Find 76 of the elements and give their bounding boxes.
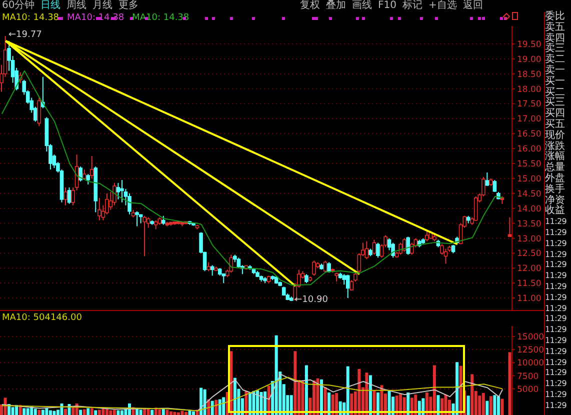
text: 11:29 — [545, 325, 567, 336]
y-tick-label: 17.50 — [517, 100, 542, 110]
y-tick-label: 14.50 — [517, 189, 542, 200]
text: 11:29 — [545, 292, 567, 304]
y-tick-label: 10000 — [517, 358, 544, 369]
text: 11:29 — [545, 314, 567, 326]
text: 买五 — [545, 118, 565, 130]
y-tick-label: 12.50 — [517, 249, 542, 260]
text: 净资 — [545, 194, 565, 206]
text: 11:29 — [545, 228, 567, 239]
text: MA10: 504146.00 — [2, 313, 82, 323]
text: 11:29 — [545, 390, 567, 401]
y-tick-label: 19.50 — [517, 40, 542, 50]
text: 买一 — [545, 76, 565, 87]
text: 涨跌 — [545, 140, 565, 152]
text: 卖三 — [545, 43, 565, 54]
text: 11:29 — [545, 346, 567, 358]
text: 返回 — [462, 0, 483, 12]
text: 总量 — [545, 162, 565, 174]
text: 月线 — [92, 0, 113, 12]
y-tick-label: 19.00 — [517, 54, 542, 65]
y-tick-label: 7500 — [517, 372, 539, 382]
y-tick-label: 16.50 — [517, 130, 542, 140]
text: 11:29 — [545, 304, 567, 314]
text: 标记 — [402, 0, 422, 12]
text: 涨幅 — [545, 151, 565, 162]
text: 卖二 — [545, 54, 565, 66]
text: 画线 — [352, 0, 372, 12]
text: 叠加 — [326, 0, 346, 12]
text: MA10: 14.38 — [2, 13, 60, 23]
y-tick-label: 15000 — [517, 332, 544, 342]
y-tick-label: 5000 — [517, 384, 539, 395]
text: 60分钟 — [2, 0, 35, 12]
text: 更多 — [118, 0, 139, 12]
text: 周线 — [66, 0, 87, 12]
text: 11:29 — [545, 217, 567, 228]
text: 收益 — [545, 205, 565, 218]
text: 复权 — [300, 0, 320, 12]
y-tick-label: 17.00 — [517, 114, 542, 125]
text: 日线 — [40, 0, 61, 12]
y-tick-label: 16.00 — [517, 144, 542, 155]
text: 11:29 — [545, 238, 567, 250]
y-tick-label: 11.50 — [517, 279, 542, 290]
text: 11:29 — [545, 400, 567, 412]
text: 买二 — [545, 86, 565, 98]
text: 卖一 — [545, 64, 565, 76]
y-tick-label: 11.00 — [517, 294, 542, 304]
y-tick-label: 14.00 — [517, 204, 542, 214]
text: F10 — [378, 0, 396, 12]
text: 买四 — [545, 108, 565, 120]
y-tick-label: 12500 — [517, 346, 544, 356]
y-tick-label: 15.00 — [517, 174, 542, 184]
text: 卖五 — [545, 22, 565, 33]
y-tick-label: 12.00 — [517, 264, 542, 274]
y-tick-label: 18.00 — [517, 84, 542, 95]
y-tick-label: 13.00 — [517, 234, 542, 244]
text: 外盘 — [545, 172, 565, 184]
text: +自选 — [428, 0, 457, 12]
text: 11:29 — [545, 358, 567, 368]
text: 11:29 — [545, 260, 567, 272]
text: 现价 — [545, 130, 565, 141]
text: 卖四 — [545, 32, 565, 44]
text: 11:29 — [545, 336, 567, 347]
annotation: ←19.77 — [8, 30, 42, 40]
text: 11:29 — [545, 271, 567, 282]
text: 11:29 — [545, 368, 567, 380]
y-tick-label: 18.50 — [517, 70, 542, 80]
text: 买三 — [545, 97, 565, 108]
text: 委比 — [545, 11, 565, 22]
text: 11:29 — [545, 379, 567, 390]
annotation: ←10.90 — [294, 295, 328, 306]
text: 11:29 — [545, 250, 567, 260]
text: 换手 — [545, 184, 565, 195]
y-tick-label: 13.50 — [517, 219, 542, 230]
y-tick-label: 15.50 — [517, 160, 542, 170]
text: 11:29 — [545, 282, 567, 293]
